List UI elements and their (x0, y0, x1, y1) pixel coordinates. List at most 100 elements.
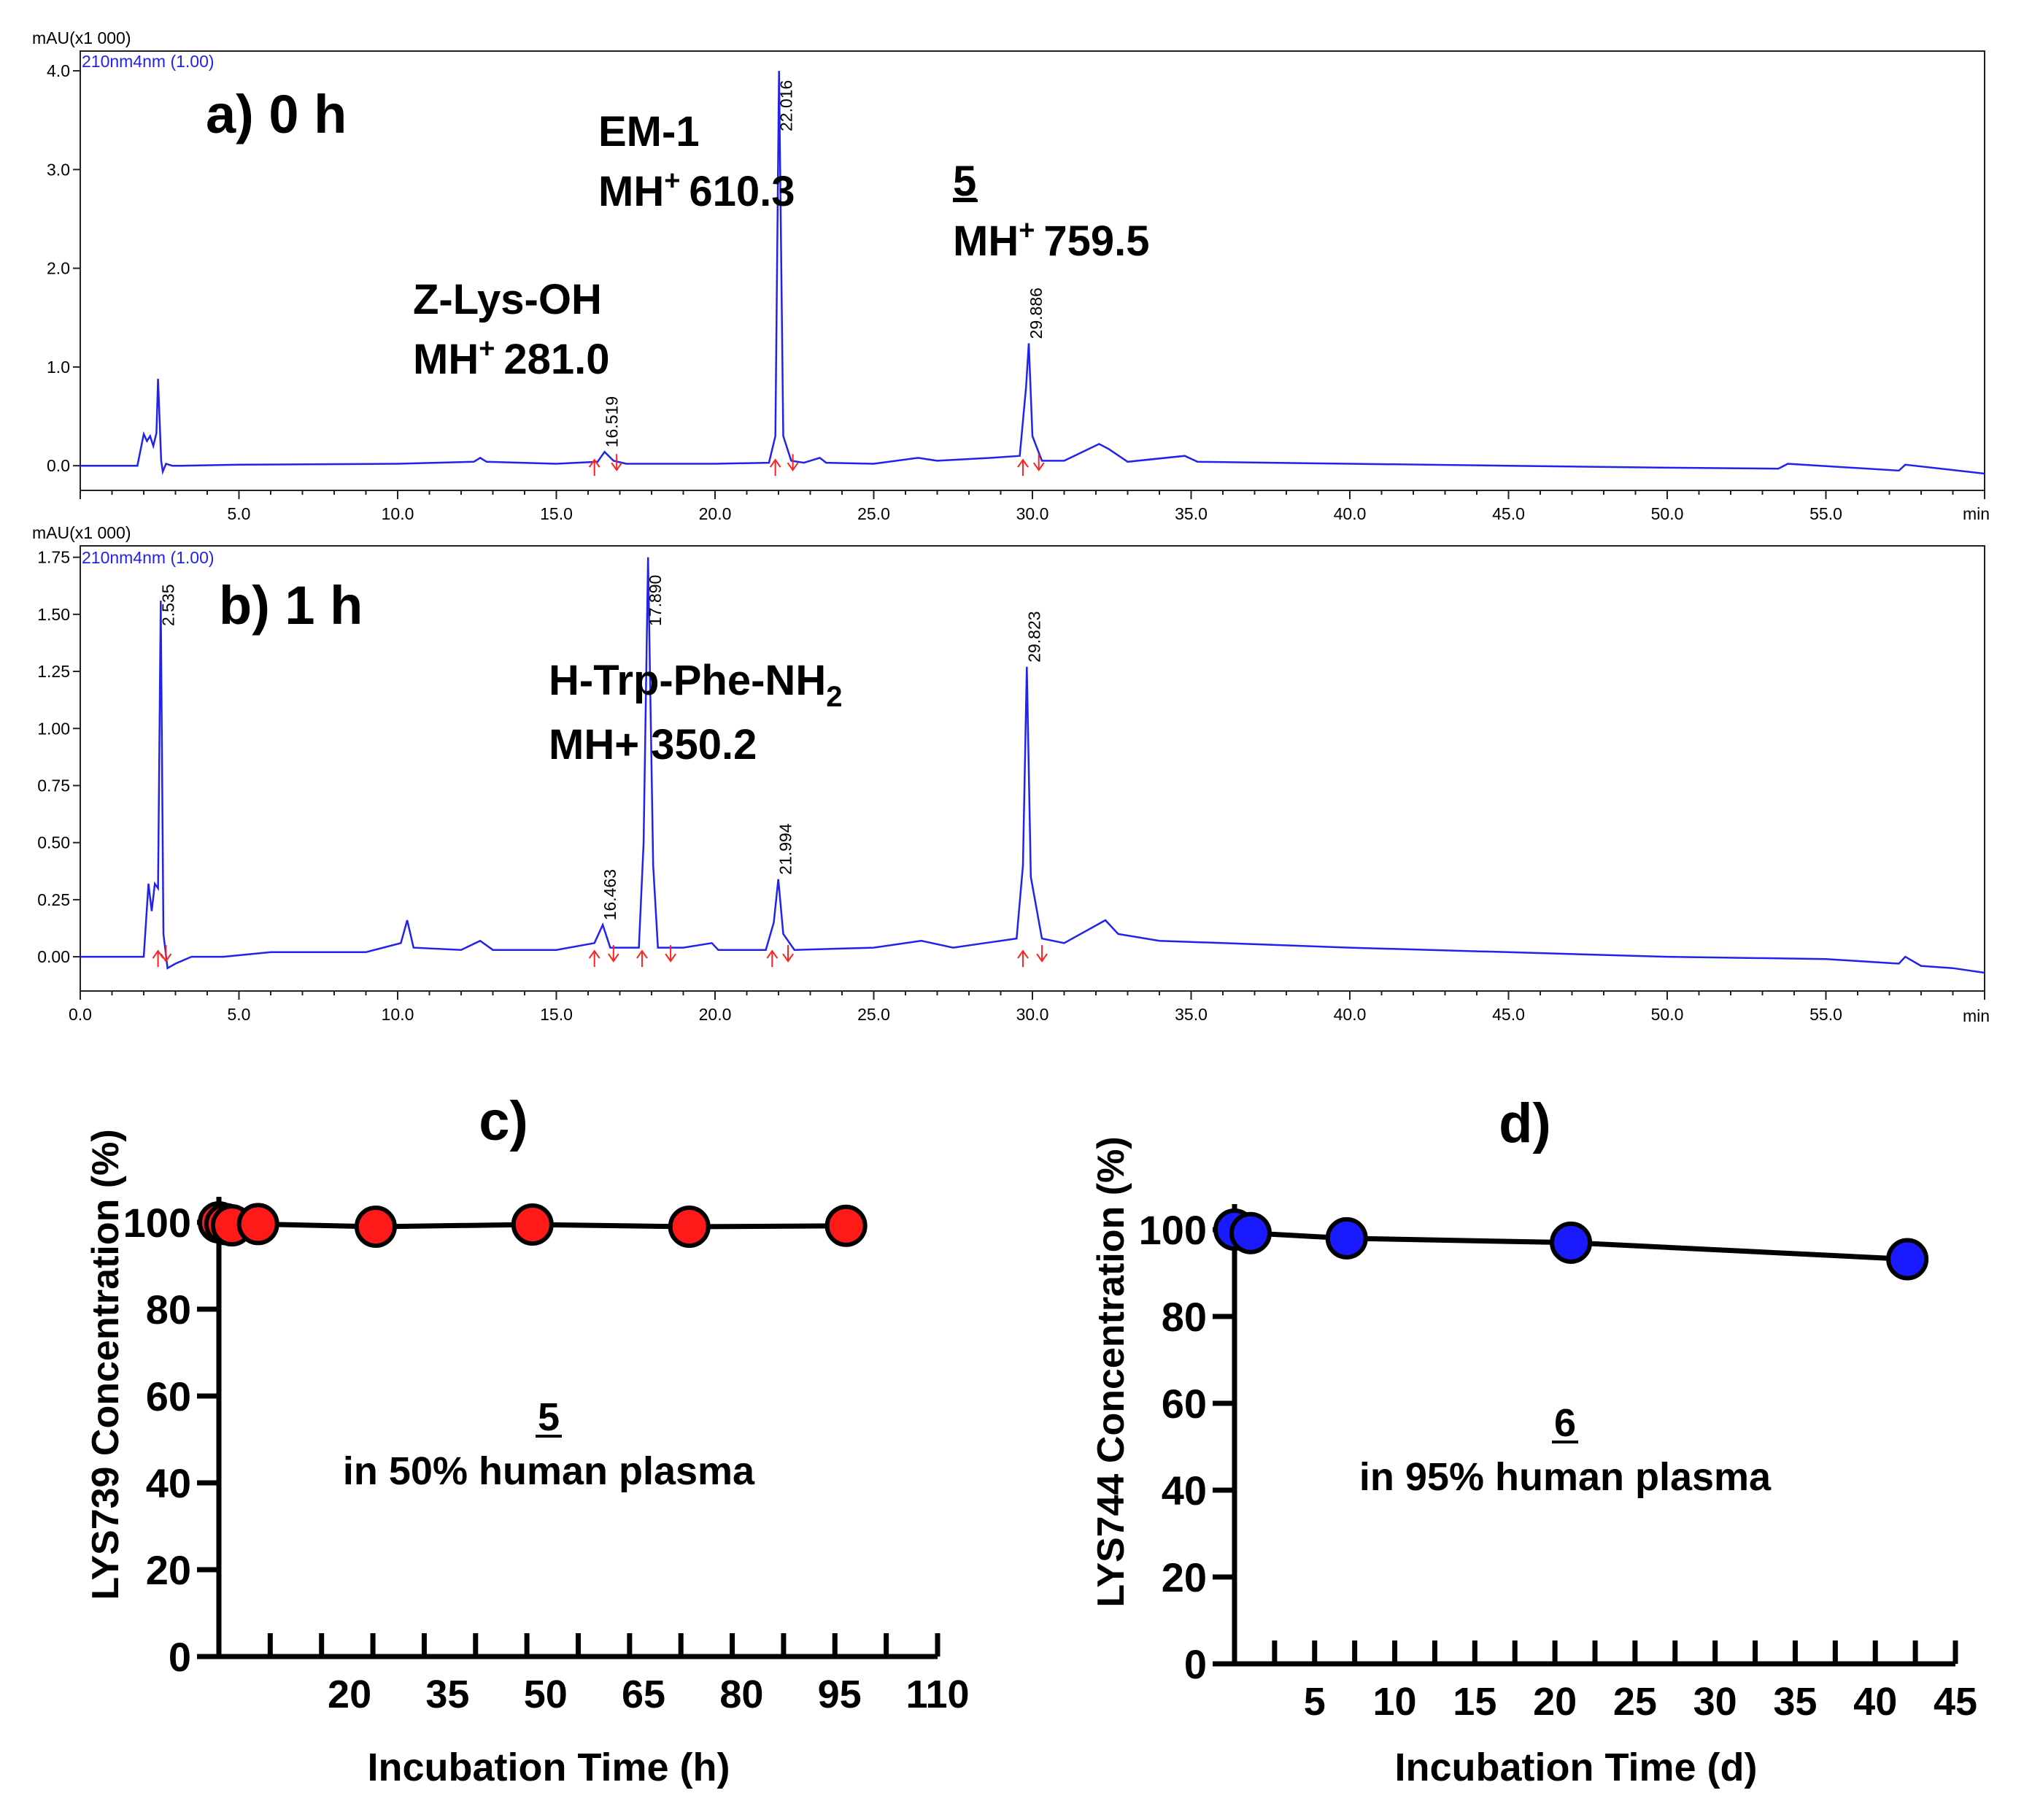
em1-mh: MH+ 610.3 (598, 166, 795, 215)
a-xtick-label: 50.0 (1651, 504, 1684, 523)
c-ytick-label: 20 (146, 1547, 191, 1593)
a-arrow-head (611, 462, 622, 471)
a-peak-label: 22.016 (777, 80, 796, 131)
b-arrow-head (607, 953, 619, 963)
a-ytick-label: 4.0 (47, 61, 70, 80)
d-data-point (1550, 1221, 1593, 1264)
a-ytick-label: 1.0 (47, 358, 70, 377)
panel-a: mAU(x1 000) 210nm4nm (1.00) min 0.0 1.0 2.… (32, 28, 1990, 523)
d-xtick-label: 45 (1934, 1680, 1977, 1724)
a-integration-arrow (769, 458, 781, 477)
c-data-point (354, 1205, 397, 1248)
z-lys-name: Z-Lys-OH (413, 276, 602, 323)
panel-a-y-unit: mAU(x1 000) (32, 28, 131, 47)
c-ytick-label: 80 (146, 1287, 191, 1333)
panel-b-detector: 210nm4nm (1.00) (82, 548, 215, 567)
panel-d: d) LYS744 Concentration (%) 020406080100… (1090, 1092, 1977, 1789)
a-integration-arrow (611, 454, 622, 471)
b-peak-label: 17.890 (646, 575, 665, 626)
a-arrow-head (769, 458, 781, 468)
panel-b-x-unit: min (1963, 1006, 1990, 1025)
a-arrow-head (1017, 458, 1029, 468)
d-xtick-label: 15 (1453, 1680, 1496, 1724)
panel-a-y-axis: 0.0 1.0 2.0 3.0 4.0 (47, 61, 80, 475)
a-xtick-label: 40.0 (1334, 504, 1367, 523)
panel-d-condition: in 95% human plasma (1359, 1455, 1772, 1499)
panel-d-compound: 6 (1554, 1401, 1576, 1445)
d-data-point (1886, 1238, 1929, 1281)
b-xtick-label: 5.0 (228, 1005, 251, 1024)
c-xtick-label: 95 (818, 1673, 862, 1716)
d-xtick-label: 35 (1773, 1680, 1817, 1724)
c-data-point (824, 1204, 868, 1247)
c-data-point (668, 1205, 711, 1248)
b-arrow-head (588, 949, 600, 959)
b-ytick-label: 0.25 (37, 890, 70, 909)
panel-b-integration-markers (152, 945, 1048, 968)
b-integration-arrow (665, 945, 676, 963)
b-xtick-label: 50.0 (1651, 1005, 1684, 1024)
panel-a-peak-labels: 16.519 22.016 29.886 (603, 80, 1046, 448)
a-ytick-label: 2.0 (47, 259, 70, 278)
a-integration-arrow (1032, 454, 1045, 471)
panel-c-title: c) (479, 1090, 528, 1152)
b-integration-arrow (782, 945, 794, 963)
b-ytick-label: 0.00 (37, 947, 70, 966)
d-xtick-label: 10 (1373, 1680, 1417, 1724)
panel-c-ylabel: LYS739 Concentration (%) (85, 1129, 127, 1600)
panel-b-trace (80, 557, 1985, 974)
b-arrow-head (1017, 949, 1029, 959)
panel-a-trace (80, 71, 1985, 476)
b-integration-arrow (766, 949, 779, 968)
em1-name: EM-1 (598, 108, 700, 155)
panel-a-x-unit: min (1963, 504, 1990, 523)
c-xtick-label: 65 (622, 1673, 665, 1716)
b-xtick-label: 45.0 (1492, 1005, 1525, 1024)
z-lys-mh: MH+ 281.0 (413, 333, 610, 383)
panel-d-xlabel: Incubation Time (d) (1395, 1746, 1758, 1789)
c-ytick-label: 100 (123, 1200, 191, 1246)
b-peak-label: 2.535 (158, 584, 177, 626)
c-xtick-label: 50 (524, 1673, 568, 1716)
a-arrow-head (1032, 462, 1045, 471)
b-xtick-label: 25.0 (857, 1005, 890, 1024)
a-xtick-label: 5.0 (228, 504, 251, 523)
b-ytick-label: 1.75 (37, 548, 70, 567)
a-xtick-label: 10.0 (382, 504, 414, 523)
panel-d-ylabel: LYS744 Concentration (%) (1090, 1136, 1132, 1607)
b-xtick-label: 35.0 (1175, 1005, 1208, 1024)
d-ytick-label: 60 (1162, 1381, 1207, 1427)
b-arrow-head (1036, 953, 1048, 963)
b-peak-label: 29.823 (1024, 611, 1043, 662)
b-xtick-label: 40.0 (1334, 1005, 1367, 1024)
c-xtick-label: 110 (905, 1673, 969, 1716)
b-peak-label: 16.463 (600, 869, 619, 920)
a-ytick-label: 3.0 (47, 160, 70, 179)
panel-d-y-ticks: 0 20 40 60 80 100 (1139, 1207, 1235, 1687)
d-data-point (1325, 1216, 1368, 1260)
panel-a-title: a) 0 h (206, 84, 347, 144)
b-xtick-label: 0.0 (69, 1005, 92, 1024)
a-xtick-label: 30.0 (1016, 504, 1049, 523)
d-ytick-label: 40 (1162, 1468, 1207, 1514)
b-integration-arrow (1036, 945, 1048, 963)
c-xtick-label: 20 (328, 1673, 371, 1716)
b-arrow-head (766, 949, 779, 959)
d-xtick-label: 40 (1853, 1680, 1897, 1724)
panel-a-integration-markers (588, 454, 1045, 477)
b-arrow-head (636, 949, 648, 959)
panel-a-detector: 210nm4nm (1.00) (82, 52, 215, 71)
d-xtick-label: 20 (1533, 1680, 1577, 1724)
panel-a-x-axis: 5.0 10.0 15.0 20.0 25.0 30.0 35.0 40.0 45.0 50.0 5… (80, 490, 1985, 523)
a-xtick-label: 45.0 (1492, 504, 1525, 523)
c-ytick-label: 60 (146, 1373, 191, 1419)
a-xtick-label: 15.0 (540, 504, 573, 523)
d-ytick-label: 20 (1162, 1554, 1207, 1600)
d-xtick-label: 30 (1693, 1680, 1737, 1724)
panel-c-condition: in 50% human plasma (343, 1449, 755, 1493)
a-arrow-head (588, 458, 600, 468)
panel-b: mAU(x1 000) 210nm4nm (1.00) min 0.00 0.25… (32, 523, 1990, 1025)
cmp5-name: 5 (953, 158, 976, 205)
b-integration-arrow (607, 945, 619, 963)
